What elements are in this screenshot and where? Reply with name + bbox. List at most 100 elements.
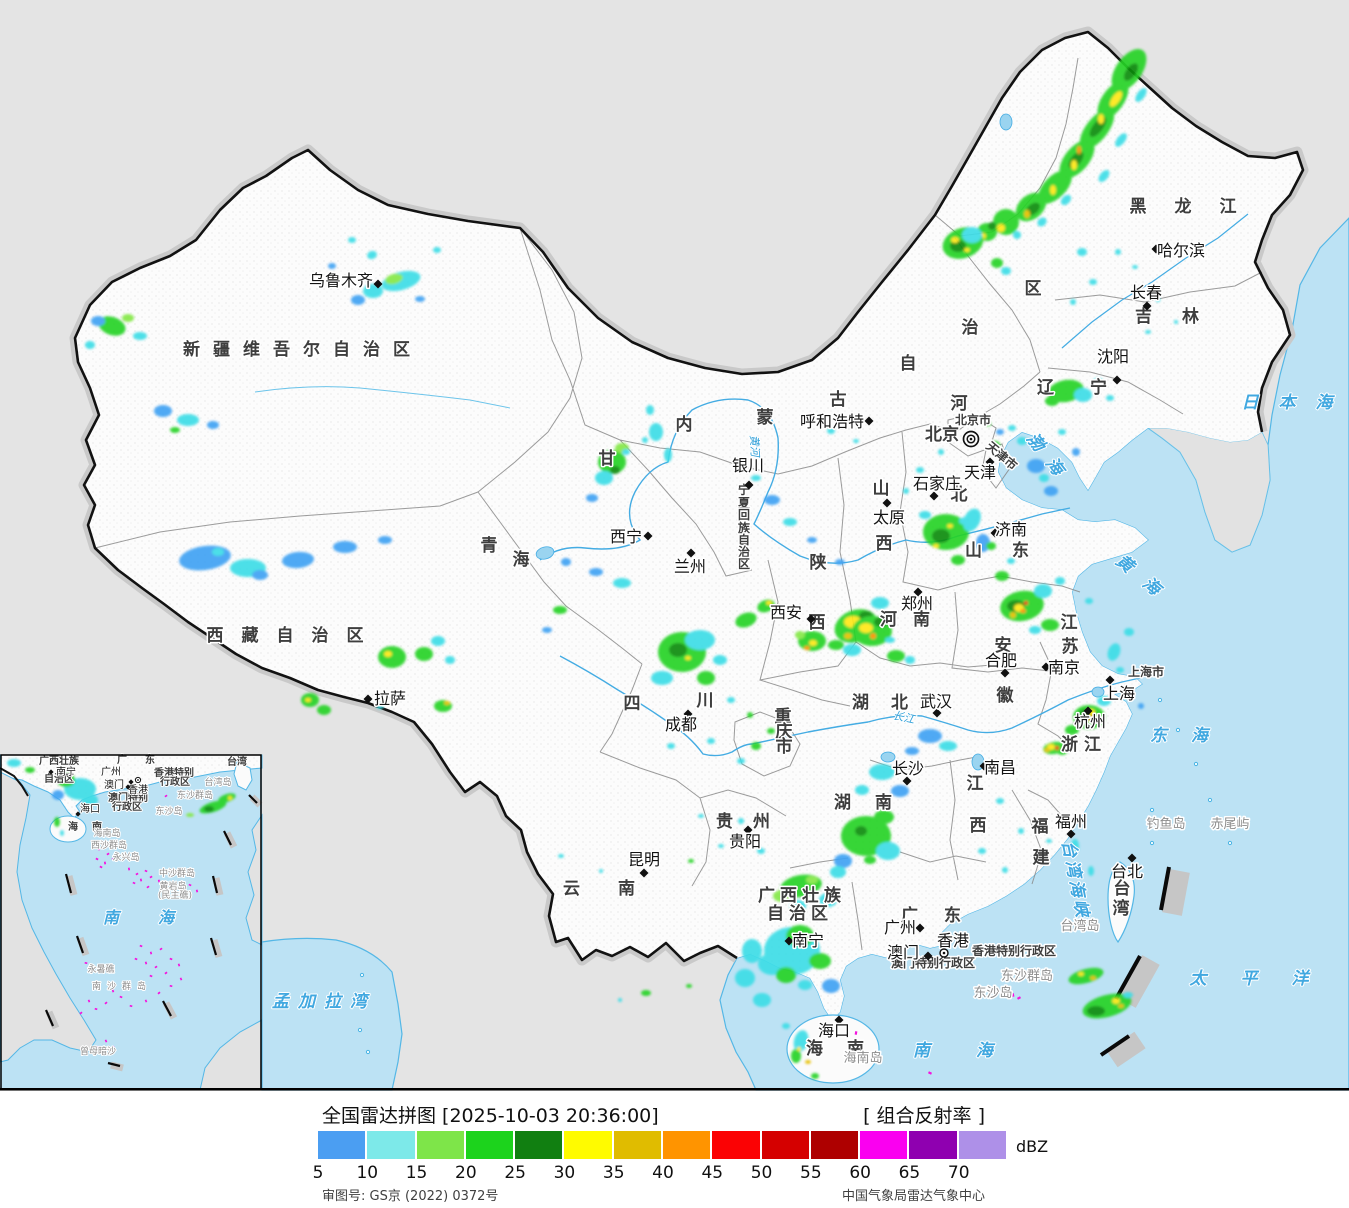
data-source: 中国气象局雷达气象中心 bbox=[841, 1189, 985, 1204]
label-黄岩岛: 黄岩岛 bbox=[159, 880, 186, 892]
label-云南: 云南 bbox=[563, 878, 673, 899]
label-吉林: 吉林 bbox=[1135, 306, 1229, 327]
city-marker bbox=[834, 1015, 844, 1025]
city-label-贵阳: 贵阳 bbox=[729, 832, 761, 851]
label-日本海: 日本海 bbox=[1242, 393, 1349, 413]
dbz-block-40 bbox=[662, 1131, 711, 1159]
city-label-兰州: 兰州 bbox=[674, 557, 706, 576]
label-建: 建 bbox=[1033, 847, 1050, 868]
label-自: 自 bbox=[900, 353, 917, 374]
dbz-block-20 bbox=[465, 1131, 514, 1159]
city-label-昆明: 昆明 bbox=[628, 850, 660, 869]
label-治: 治 bbox=[738, 544, 750, 559]
label-香港特别: 香港特别 bbox=[154, 766, 194, 779]
label-钓鱼岛: 钓鱼岛 bbox=[1146, 816, 1185, 832]
label-赤尾屿: 赤尾屿 bbox=[1210, 817, 1249, 832]
label-自治区: 自治区 bbox=[44, 772, 74, 785]
city-label-乌鲁木齐: 乌鲁木齐 bbox=[309, 271, 373, 290]
tarim-river bbox=[254, 386, 511, 409]
label-东海: 东海 bbox=[1150, 726, 1232, 746]
label-川: 川 bbox=[696, 691, 714, 711]
city-label-南宁: 南宁 bbox=[792, 931, 824, 950]
label-中沙群岛: 中沙群岛 bbox=[159, 867, 195, 879]
city-label-沈阳: 沈阳 bbox=[1097, 347, 1129, 366]
label-河: 河 bbox=[951, 394, 968, 414]
label-山: 山 bbox=[873, 479, 890, 499]
label-北京市: 北京市 bbox=[955, 412, 991, 427]
label-区: 区 bbox=[738, 557, 750, 571]
map-bottom-rule bbox=[0, 1088, 1349, 1091]
legend-panel: 全国雷达拼图 [2025-10-03 20:36:00] [ 组合反射率 ] 5… bbox=[0, 1091, 1349, 1208]
dbz-block-50 bbox=[761, 1131, 809, 1159]
label-治: 治 bbox=[962, 317, 979, 338]
label-行政区: 行政区 bbox=[159, 775, 190, 788]
product-name: [ 组合反射率 ] bbox=[863, 1105, 985, 1127]
city-marker bbox=[373, 279, 383, 289]
city-marker bbox=[1142, 301, 1152, 311]
city-label-拉萨: 拉萨 bbox=[374, 689, 406, 708]
city-label-广州: 广州 bbox=[884, 918, 916, 937]
china-landmass bbox=[75, 32, 1303, 1020]
city-marker bbox=[932, 708, 942, 718]
dbz-block-15 bbox=[416, 1131, 464, 1159]
city-marker bbox=[683, 709, 693, 719]
city-marker bbox=[125, 784, 131, 790]
city-marker bbox=[128, 779, 134, 785]
dbz-tick-labels: 5 10 15 20 25 30 35 40 45 50 55 60 65 70 bbox=[0, 1163, 1349, 1183]
label-东沙群岛: 东沙群岛 bbox=[1001, 968, 1053, 984]
label-海南岛: 海南岛 bbox=[93, 827, 120, 839]
label-自: 自 bbox=[738, 532, 750, 547]
label-内: 内 bbox=[676, 414, 693, 435]
inset-indochina bbox=[0, 771, 97, 1063]
capital-marker-outer bbox=[962, 430, 980, 448]
city-marker bbox=[913, 587, 923, 597]
dbz-tick-60: 60 bbox=[849, 1163, 871, 1183]
label-澳门特别行政区: 澳门特别行政区 bbox=[891, 955, 975, 970]
city-label-西安: 西安 bbox=[770, 603, 802, 622]
label-西: 西 bbox=[970, 816, 987, 836]
label-海: 海 bbox=[158, 908, 177, 927]
label-福: 福 bbox=[1031, 816, 1049, 837]
label-永暑礁: 永暑礁 bbox=[87, 963, 114, 975]
dbz-block-45 bbox=[712, 1131, 760, 1159]
label-海: 海 bbox=[68, 820, 78, 833]
city-marker bbox=[902, 776, 912, 786]
city-marker bbox=[806, 614, 816, 624]
label-辽宁: 辽宁 bbox=[1037, 377, 1143, 398]
label-北: 北 bbox=[951, 485, 968, 505]
label-湖南: 湖南 bbox=[834, 792, 916, 813]
label-澳门: 澳门 bbox=[104, 778, 124, 791]
dbz-block-65 bbox=[909, 1131, 957, 1159]
city-marker bbox=[1066, 829, 1076, 839]
label-湖北: 湖北 bbox=[852, 693, 930, 713]
city-marker bbox=[864, 416, 874, 426]
dbz-block-10 bbox=[367, 1131, 415, 1159]
city-label-澳门: 澳门 bbox=[887, 943, 919, 962]
label-南宁: 南宁 bbox=[56, 765, 76, 778]
city-marker bbox=[979, 761, 989, 771]
city-label-太原: 太原 bbox=[873, 508, 905, 527]
city-marker bbox=[744, 480, 754, 490]
label-永兴岛: 永兴岛 bbox=[112, 851, 139, 863]
city-marker bbox=[1127, 853, 1137, 863]
city-marker bbox=[1000, 668, 1010, 678]
city-label-长沙: 长沙 bbox=[892, 759, 924, 778]
city-marker bbox=[1151, 244, 1161, 254]
city-marker bbox=[929, 491, 939, 501]
label-西沙群岛: 西沙群岛 bbox=[91, 839, 127, 851]
island-marks bbox=[357, 697, 1233, 1075]
city-label-长春: 长春 bbox=[1130, 283, 1162, 302]
city-label-海口: 海口 bbox=[818, 1021, 850, 1040]
label-海南: 海南 bbox=[806, 1038, 888, 1059]
songhua-river bbox=[1061, 213, 1249, 349]
city-marker bbox=[915, 923, 925, 933]
label-市: 市 bbox=[776, 736, 793, 757]
label-河南: 河南 bbox=[880, 609, 946, 630]
dbz-tick-30: 30 bbox=[553, 1163, 576, 1183]
dbz-tick-10: 10 bbox=[356, 1163, 379, 1183]
dbz-block-30 bbox=[564, 1131, 612, 1159]
label-海口: 海口 bbox=[80, 802, 100, 815]
label-蒙: 蒙 bbox=[757, 407, 774, 428]
city-label-杭州: 杭州 bbox=[1074, 712, 1106, 731]
